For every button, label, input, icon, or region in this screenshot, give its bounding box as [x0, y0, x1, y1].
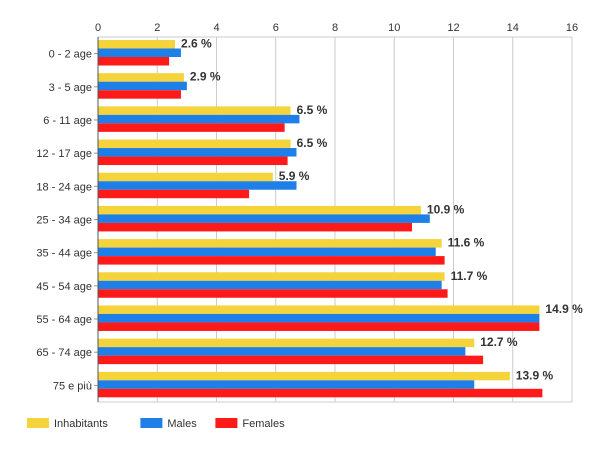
y-category-label: 25 - 34 age	[36, 215, 92, 227]
bar-inhabitants	[98, 40, 176, 49]
y-category-label: 6 - 11 age	[43, 115, 92, 127]
bar-inhabitants	[98, 272, 445, 281]
data-label: 14.9 %	[545, 302, 583, 316]
data-label: 2.9 %	[190, 70, 221, 84]
y-category-label: 65 - 74 age	[36, 347, 92, 359]
bar-inhabitants	[98, 139, 291, 149]
bar-females	[98, 57, 170, 66]
bar-males	[98, 280, 442, 290]
data-label: 6.5 %	[297, 103, 328, 117]
legend-label-inhabitants: Inhabitants	[54, 418, 108, 430]
bar-inhabitants	[98, 106, 291, 115]
bar-females	[98, 123, 285, 132]
bar-inhabitants	[98, 73, 184, 82]
legend-label-females: Females	[242, 418, 285, 430]
data-label: 6.5 %	[297, 136, 328, 150]
bar-inhabitants	[98, 172, 273, 182]
bar-males	[98, 247, 436, 257]
legend-label-males: Males	[167, 418, 197, 430]
bar-inhabitants	[98, 371, 510, 381]
bar-inhabitants	[98, 305, 540, 314]
x-tick-label: 2	[154, 22, 160, 34]
data-label: 12.7 %	[480, 335, 518, 349]
bar-females	[98, 90, 181, 99]
x-tick-label: 4	[213, 22, 219, 34]
bar-females	[98, 355, 484, 365]
x-tick-label: 0	[95, 22, 101, 34]
x-tick-label: 6	[273, 22, 279, 34]
bar-males	[98, 114, 300, 124]
x-tick-label: 10	[388, 22, 400, 34]
bar-inhabitants	[98, 338, 475, 348]
bar-females	[98, 388, 543, 398]
data-label: 2.6 %	[181, 37, 212, 51]
y-category-label: 12 - 17 age	[36, 148, 92, 160]
y-category-label: 18 - 24 age	[36, 181, 92, 193]
y-category-label: 0 - 2 age	[49, 49, 92, 61]
bar-males	[98, 214, 430, 223]
bar-males	[98, 81, 187, 91]
x-tick-label: 16	[566, 22, 578, 34]
y-category-label: 3 - 5 age	[49, 82, 92, 94]
y-category-label: 75 e più	[53, 380, 92, 392]
x-tick-label: 14	[507, 22, 519, 34]
bar-inhabitants	[98, 239, 442, 248]
bar-females	[98, 222, 413, 232]
data-label: 11.6 %	[448, 236, 485, 250]
y-category-label: 45 - 54 age	[36, 281, 92, 293]
bar-females	[98, 156, 288, 166]
bar-males	[98, 148, 297, 157]
data-label: 5.9 %	[279, 169, 310, 183]
x-tick-label: 12	[447, 22, 459, 34]
y-category-label: 55 - 64 age	[36, 314, 92, 326]
bar-females	[98, 322, 540, 331]
bar-males	[98, 313, 540, 323]
legend-swatch-males	[140, 418, 163, 428]
bar-males	[98, 380, 475, 389]
data-label: 10.9 %	[427, 202, 465, 216]
bar-females	[98, 256, 445, 265]
data-label: 13.9 %	[516, 368, 554, 382]
bar-males	[98, 48, 181, 57]
x-tick-label: 8	[332, 22, 338, 34]
bar-males	[98, 181, 297, 190]
legend-swatch-inhabitants	[27, 418, 49, 428]
y-category-label: 35 - 44 age	[36, 248, 92, 260]
data-label: 11.7 %	[451, 269, 488, 283]
bar-males	[98, 347, 466, 356]
bar-females	[98, 189, 250, 199]
legend-swatch-females	[215, 418, 238, 428]
bar-inhabitants	[98, 205, 421, 215]
bar-females	[98, 289, 448, 298]
